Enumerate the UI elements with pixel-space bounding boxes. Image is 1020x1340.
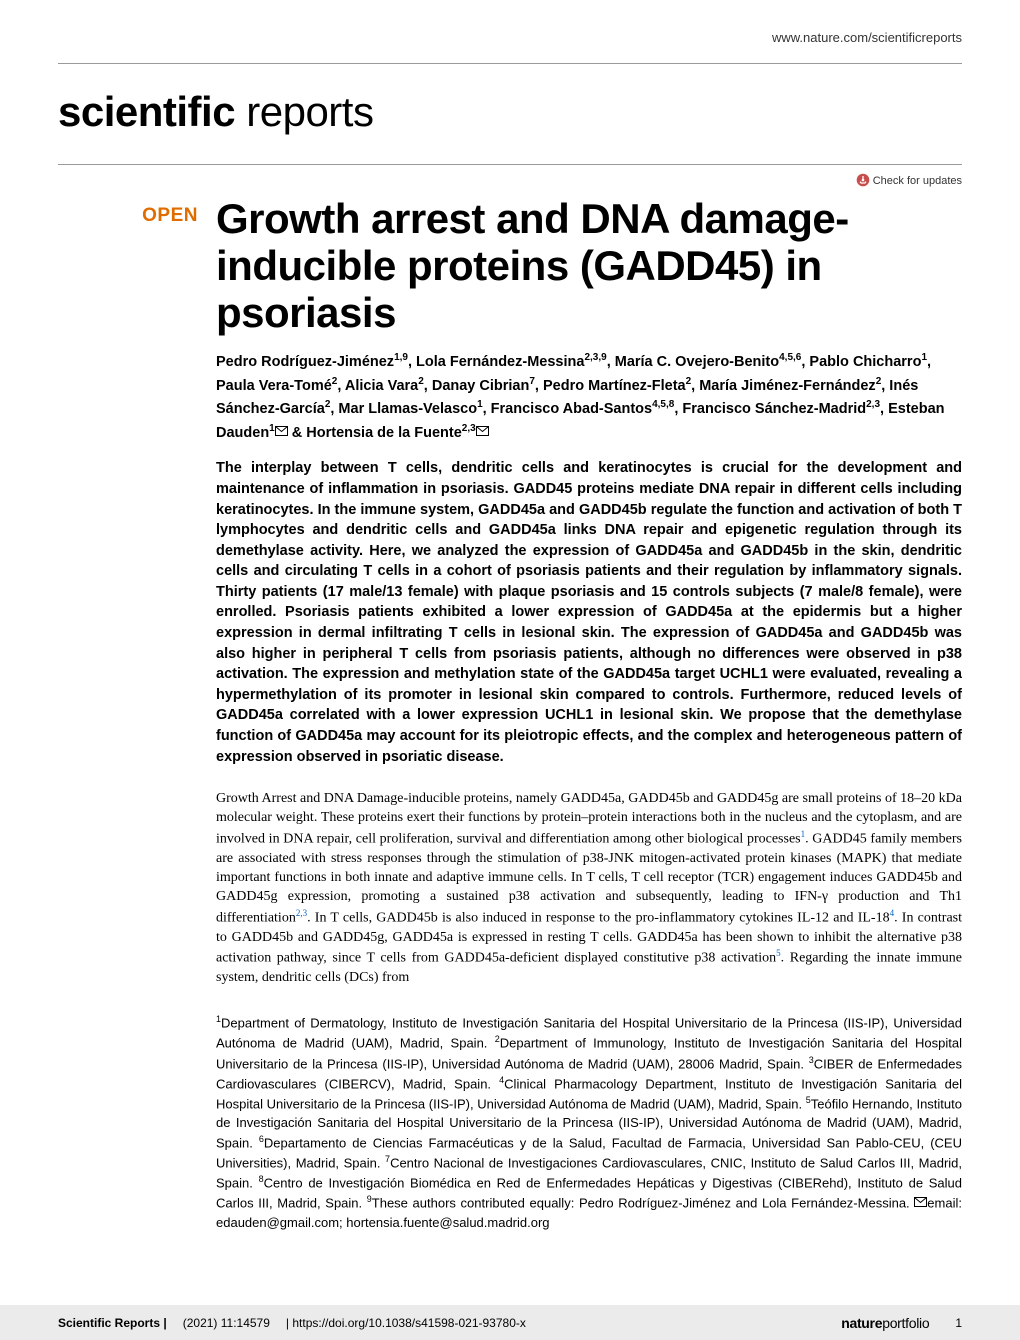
- rule-top: [58, 63, 962, 64]
- authors-list: Pedro Rodríguez-Jiménez1,9, Lola Fernánd…: [216, 350, 962, 444]
- journal-logo-bold: scientific: [58, 88, 235, 135]
- header-url: www.nature.com/scientificreports: [58, 30, 962, 45]
- footer-journal: Scientific Reports |: [58, 1316, 167, 1330]
- check-updates-link[interactable]: Check for updates: [58, 173, 962, 187]
- footer-bar: Scientific Reports | (2021) 11:14579 | h…: [0, 1305, 1020, 1340]
- publisher-bold: nature: [841, 1315, 882, 1331]
- affiliations: 1Department of Dermatology, Instituto de…: [216, 1013, 962, 1232]
- article-title: Growth arrest and DNA damage-inducible p…: [216, 195, 962, 336]
- journal-logo-light: reports: [235, 88, 373, 135]
- check-updates-label: Check for updates: [873, 175, 962, 187]
- abstract: The interplay between T cells, dendritic…: [216, 458, 962, 767]
- publisher-light: portfolio: [882, 1315, 929, 1331]
- open-access-badge: OPEN: [58, 205, 198, 227]
- footer-citation: (2021) 11:14579: [183, 1316, 270, 1330]
- journal-logo: scientific reports: [58, 88, 962, 136]
- publisher-logo: natureportfolio: [841, 1315, 929, 1331]
- rule-mid: [58, 164, 962, 165]
- footer-doi: | https://doi.org/10.1038/s41598-021-937…: [286, 1316, 526, 1330]
- page-number: 1: [955, 1316, 962, 1330]
- check-updates-icon: [856, 173, 870, 187]
- body-paragraph: Growth Arrest and DNA Damage-inducible p…: [216, 789, 962, 987]
